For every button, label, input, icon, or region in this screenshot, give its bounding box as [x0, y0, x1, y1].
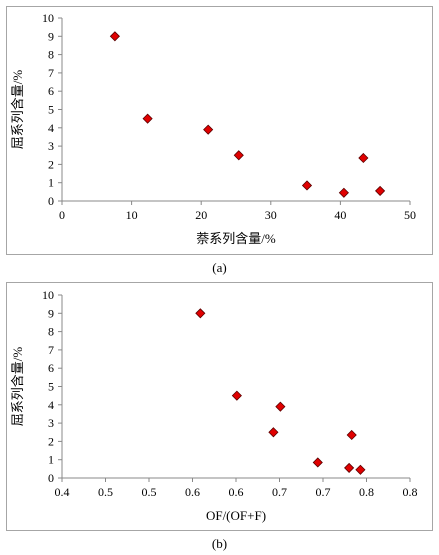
data-point-diamond: [338, 187, 349, 198]
x-tick-label: 0.5: [98, 485, 113, 499]
x-axis-title: 萘系列含量/%: [196, 231, 276, 246]
x-tick-label: 30: [265, 208, 277, 222]
data-point-diamond: [268, 427, 279, 438]
data-point-diamond: [233, 150, 244, 161]
y-tick-label: 1: [48, 453, 54, 467]
y-tick-label: 7: [48, 66, 54, 80]
y-tick-label: 8: [48, 325, 54, 339]
y-tick-label: 3: [48, 139, 54, 153]
y-tick-label: 10: [42, 288, 54, 302]
y-tick-label: 0: [48, 471, 54, 485]
chart-panel-b: [6, 282, 433, 531]
x-tick-label: 0.6: [185, 485, 200, 499]
y-axis-title: 屈系列含量/%: [10, 70, 25, 150]
y-tick-label: 6: [48, 84, 54, 98]
x-tick-label: 0.5: [142, 485, 157, 499]
y-axis-title: 屈系列含量/%: [10, 347, 25, 427]
x-tick-label: 10: [126, 208, 138, 222]
y-tick-label: 4: [48, 398, 54, 412]
x-tick-label: 0.4: [55, 485, 70, 499]
chart-panel-a: [6, 6, 433, 255]
data-point-diamond: [346, 429, 357, 441]
y-tick-label: 8: [48, 48, 54, 62]
y-tick-label: 9: [48, 29, 54, 43]
x-tick-label: 20: [195, 208, 207, 222]
data-point-diamond: [142, 113, 153, 124]
y-tick-label: 3: [48, 416, 54, 430]
x-tick-label: 40: [334, 208, 346, 222]
data-point-diamond: [358, 152, 369, 164]
x-tick-label: 0: [59, 208, 65, 222]
data-point-diamond: [203, 124, 214, 135]
x-tick-label: 0.8: [359, 485, 374, 499]
data-point-diamond: [195, 308, 206, 319]
caption-b: (b): [211, 536, 228, 551]
data-point-diamond: [344, 462, 355, 474]
y-tick-label: 6: [48, 361, 54, 375]
y-tick-label: 4: [48, 121, 54, 135]
y-tick-label: 7: [48, 343, 54, 357]
x-tick-label: 0.8: [403, 485, 418, 499]
x-tick-label: 0.7: [272, 485, 287, 499]
y-tick-label: 2: [48, 434, 54, 448]
data-point-diamond: [312, 457, 323, 468]
data-point-diamond: [301, 180, 313, 191]
y-tick-label: 2: [48, 157, 54, 171]
data-point-diamond: [275, 401, 286, 412]
data-point-diamond: [355, 464, 366, 475]
x-tick-label: 0.6: [229, 485, 244, 499]
y-tick-label: 0: [48, 194, 54, 208]
y-tick-label: 5: [48, 103, 54, 117]
caption-a: (a): [212, 260, 227, 275]
x-tick-label: 50: [404, 208, 416, 222]
data-point-diamond: [231, 390, 242, 401]
data-point-diamond: [109, 31, 120, 42]
y-tick-label: 1: [48, 176, 54, 190]
y-tick-label: 10: [42, 11, 54, 25]
x-axis-title: OF/(OF+F): [206, 508, 266, 523]
data-point-diamond: [375, 185, 386, 197]
y-tick-label: 9: [48, 306, 54, 320]
x-tick-label: 0.7: [316, 485, 331, 499]
y-tick-label: 5: [48, 380, 54, 394]
